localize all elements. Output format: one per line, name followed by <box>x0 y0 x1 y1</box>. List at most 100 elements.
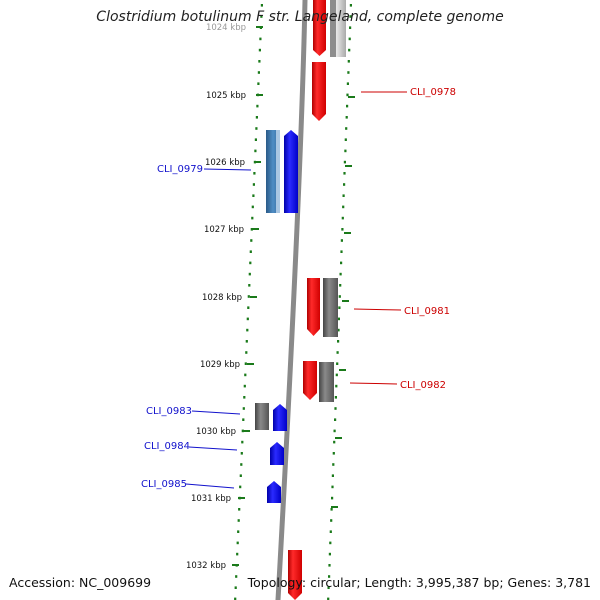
gene-rna[interactable] <box>255 403 269 430</box>
guide-dot <box>334 418 337 421</box>
guide-dot <box>241 440 244 444</box>
gene-arrow-forward[interactable] <box>307 278 320 336</box>
guide-dot <box>334 407 337 410</box>
gene-label-cli-0978[interactable]: CLI_0978 <box>410 87 456 98</box>
guide-dot <box>333 440 336 444</box>
scale-tick-label: 1032 kbp <box>186 561 226 571</box>
guide-dot <box>243 396 246 399</box>
scale-tick-label: 1026 kbp <box>205 158 245 168</box>
guide-dot <box>239 485 242 489</box>
gene-label-cli-0981[interactable]: CLI_0981 <box>404 306 450 317</box>
guide-dot <box>246 328 249 332</box>
gene-rna[interactable] <box>319 362 334 402</box>
guide-dot <box>236 541 239 545</box>
gene-label-cli-0985[interactable]: CLI_0985 <box>141 479 187 490</box>
guide-dot <box>333 429 336 433</box>
guide-dot <box>343 172 346 175</box>
guide-dot <box>336 351 339 354</box>
scale-axis-right <box>331 96 355 508</box>
guide-dot <box>328 575 331 578</box>
guide-dot <box>344 149 347 153</box>
gene-arrow-reverse[interactable] <box>284 130 298 213</box>
guide-dot <box>349 15 352 18</box>
guide-dot <box>338 306 341 309</box>
gene-arrow-forward[interactable] <box>312 62 326 121</box>
guide-dot <box>235 575 238 578</box>
map-title: Clostridium botulinum F str. Langeland, … <box>96 9 504 25</box>
gene-arrow-forward[interactable] <box>313 0 326 56</box>
guide-dot <box>258 60 261 63</box>
gene-labels: CLI_0978 CLI_0979 CLI_0981 CLI_0982 CLI_… <box>141 87 456 490</box>
guide-dot <box>332 452 335 455</box>
guide-dot <box>337 328 340 332</box>
guide-dot <box>250 239 253 242</box>
guide-dot <box>245 351 248 354</box>
gene-arrow-reverse[interactable] <box>267 481 281 503</box>
gene-label-cli-0983[interactable]: CLI_0983 <box>146 406 192 417</box>
guide-dot <box>344 138 347 141</box>
gene-label-cli-0984[interactable]: CLI_0984 <box>144 441 190 452</box>
guide-dot <box>248 272 251 276</box>
guide-dot <box>249 250 252 253</box>
label-leader <box>349 382 398 385</box>
guide-dot <box>242 418 245 421</box>
guide-dot <box>240 463 243 466</box>
guide-dot <box>328 552 331 556</box>
guide-dot <box>338 295 341 298</box>
guide-dot <box>349 4 352 7</box>
gene-label-cli-0982[interactable]: CLI_0982 <box>400 380 446 391</box>
guide-dot <box>260 15 263 18</box>
scale-tick-label: 1030 kbp <box>196 427 236 437</box>
guide-dot <box>258 48 261 52</box>
guide-dot <box>339 284 342 287</box>
scale-tick-label: 1031 kbp <box>191 494 231 504</box>
guide-dot <box>239 474 242 477</box>
scale-axis: 1024 kbp 1025 kbp 1026 kbp 1027 kbp 1028… <box>186 23 263 571</box>
label-leader <box>353 308 402 311</box>
guide-dot <box>348 48 351 52</box>
label-leader <box>188 446 238 451</box>
scale-tick-label: 1024 kbp <box>206 23 246 33</box>
guide-dot <box>242 407 245 410</box>
scale-tick-label: 1027 kbp <box>204 225 244 235</box>
guide-dot <box>327 586 330 589</box>
gene-arrow-reverse[interactable] <box>273 404 287 431</box>
guide-dot <box>347 60 350 63</box>
guide-dot <box>243 384 246 388</box>
guide-dot <box>336 362 339 365</box>
gene-arrow-forward[interactable] <box>288 550 302 600</box>
guide-dot <box>337 340 340 343</box>
guide-dot <box>339 272 342 276</box>
guide-dot <box>340 261 343 265</box>
guide-dot <box>345 116 348 119</box>
gene-rna[interactable] <box>323 278 338 337</box>
guide-dot <box>257 82 260 85</box>
guide-dot <box>347 71 350 74</box>
guide-dot <box>329 541 332 545</box>
guide-dot <box>335 373 338 377</box>
guide-dot <box>251 205 254 209</box>
guide-dot <box>330 508 333 511</box>
gene-rna[interactable] <box>330 0 336 57</box>
guide-dot <box>247 306 250 309</box>
guide-dot <box>244 373 247 377</box>
guide-dot <box>348 37 351 41</box>
guide-dot <box>337 317 340 321</box>
guide-dot <box>237 519 240 522</box>
guide-dot <box>255 127 258 130</box>
gene-pseudo[interactable] <box>276 130 280 213</box>
reverse-strand-genes <box>255 130 298 503</box>
guide-dot <box>346 82 349 85</box>
guide-dot <box>240 452 243 455</box>
genome-summary-text: Topology: circular; Length: 3,995,387 bp… <box>247 575 591 590</box>
gene-arrow-forward[interactable] <box>303 361 317 400</box>
guide-dot <box>245 340 248 343</box>
guide-dot <box>237 530 240 533</box>
gene-arrow-reverse[interactable] <box>270 442 284 465</box>
label-leader <box>191 410 241 415</box>
guide-dot <box>327 597 330 600</box>
scale-tick-label: 1025 kbp <box>206 91 246 101</box>
gene-label-cli-0979[interactable]: CLI_0979 <box>157 164 203 175</box>
guide-dot <box>236 552 239 556</box>
